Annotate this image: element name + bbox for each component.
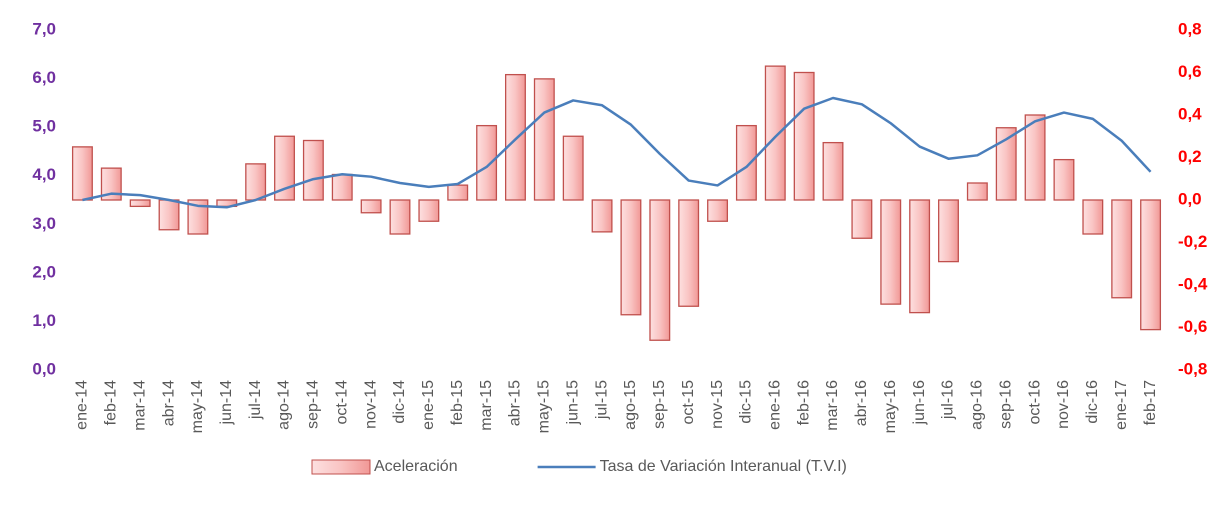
legend-label: Aceleración [374,458,458,475]
x-tick-label: nov-16 [1055,380,1072,429]
bar [880,199,902,305]
x-tick-label: dic-15 [738,380,755,424]
x-tick-label: oct-15 [680,380,697,425]
bar [1140,199,1162,331]
bar [533,78,555,201]
bar [187,199,209,235]
y2-tick-label: 0,2 [1178,147,1202,166]
x-tick-label: dic-16 [1084,380,1101,424]
bar [158,199,180,231]
x-tick-label: jun-16 [911,380,928,426]
x-tick-label: feb-14 [103,380,120,425]
x-tick-label: jun-14 [218,380,235,426]
x-tick-label: ene-16 [766,380,783,430]
bar [1111,199,1133,299]
bar [331,173,353,201]
bar [851,199,873,239]
x-tick-label: ago-15 [622,380,639,430]
x-tick-label: abr-16 [853,380,870,426]
x-tick-label: ago-16 [969,380,986,430]
y-tick-label: 7,0 [32,19,56,38]
x-tick-label: may-15 [536,380,553,433]
x-tick-label: sep-15 [651,380,668,429]
bar [274,135,295,201]
y2-tick-label: 0,6 [1178,62,1202,81]
x-tick-label: sep-14 [305,380,322,429]
bar [100,167,122,201]
y-tick-label: 0,0 [32,359,56,378]
y-tick-label: 6,0 [32,68,56,87]
bar [649,199,671,341]
y2-tick-label: 0,8 [1178,19,1202,38]
x-tick-label: oct-16 [1026,380,1043,425]
bar [302,139,324,201]
bar [476,124,498,201]
x-tick-label: jul-15 [593,380,610,420]
bar [1024,114,1046,201]
y-tick-label: 5,0 [32,117,56,136]
bar [938,199,959,263]
y-tick-label: 4,0 [32,165,56,184]
bar [793,71,815,201]
y-tick-label: 2,0 [32,262,56,281]
y2-tick-label: -0,4 [1178,274,1208,293]
x-tick-label: feb-17 [1142,380,1159,425]
bar [909,199,931,314]
y-tick-label: 1,0 [32,311,56,330]
x-tick-label: abr-14 [160,380,177,426]
bar [245,163,267,201]
bar [678,199,700,307]
x-tick-label: sep-16 [997,380,1014,429]
x-tick-label: jul-16 [940,380,957,420]
x-tick-label: oct-14 [333,380,350,425]
bar [504,73,526,201]
bar [1053,158,1075,201]
x-tick-label: dic-14 [391,380,408,424]
y2-tick-label: 0,0 [1178,189,1202,208]
bar [966,182,988,201]
bar [620,199,642,316]
bar [447,184,469,201]
y2-tick-label: 0,4 [1178,104,1202,123]
bar [1082,199,1104,235]
x-tick-label: ene-17 [1113,380,1130,430]
bar [764,65,786,201]
legend-label: Tasa de Variación Interanual (T.V.I) [600,458,847,475]
legend-swatch [311,459,371,475]
bar [360,199,382,214]
y2-tick-label: -0,8 [1178,359,1207,378]
x-tick-label: mar-15 [478,380,495,431]
bar [995,127,1017,201]
bar [735,124,757,201]
x-tick-label: abr-15 [507,380,524,426]
x-tick-label: may-14 [189,380,206,433]
bar [562,135,584,201]
x-tick-label: jul-14 [247,380,264,420]
x-tick-label: ago-14 [276,380,293,430]
bar [591,199,613,233]
x-tick-label: ene-15 [420,380,437,430]
y2-tick-label: -0,2 [1178,232,1207,251]
bar [707,199,729,222]
x-tick-label: jun-15 [564,380,581,426]
bar [822,141,844,201]
x-tick-label: feb-16 [795,380,812,425]
x-tick-label: mar-14 [131,380,148,431]
bar [71,146,93,201]
x-tick-label: may-16 [882,380,899,433]
line [82,96,1152,209]
bar [129,199,151,208]
y2-tick-label: -0,6 [1178,317,1207,336]
y-tick-label: 3,0 [32,214,56,233]
x-tick-label: nov-15 [709,380,726,429]
x-tick-label: mar-16 [824,380,841,431]
x-tick-label: nov-14 [362,380,379,429]
bar [418,199,440,222]
x-tick-label: feb-15 [449,380,466,425]
bar [389,199,411,235]
x-tick-label: ene-14 [74,380,91,430]
